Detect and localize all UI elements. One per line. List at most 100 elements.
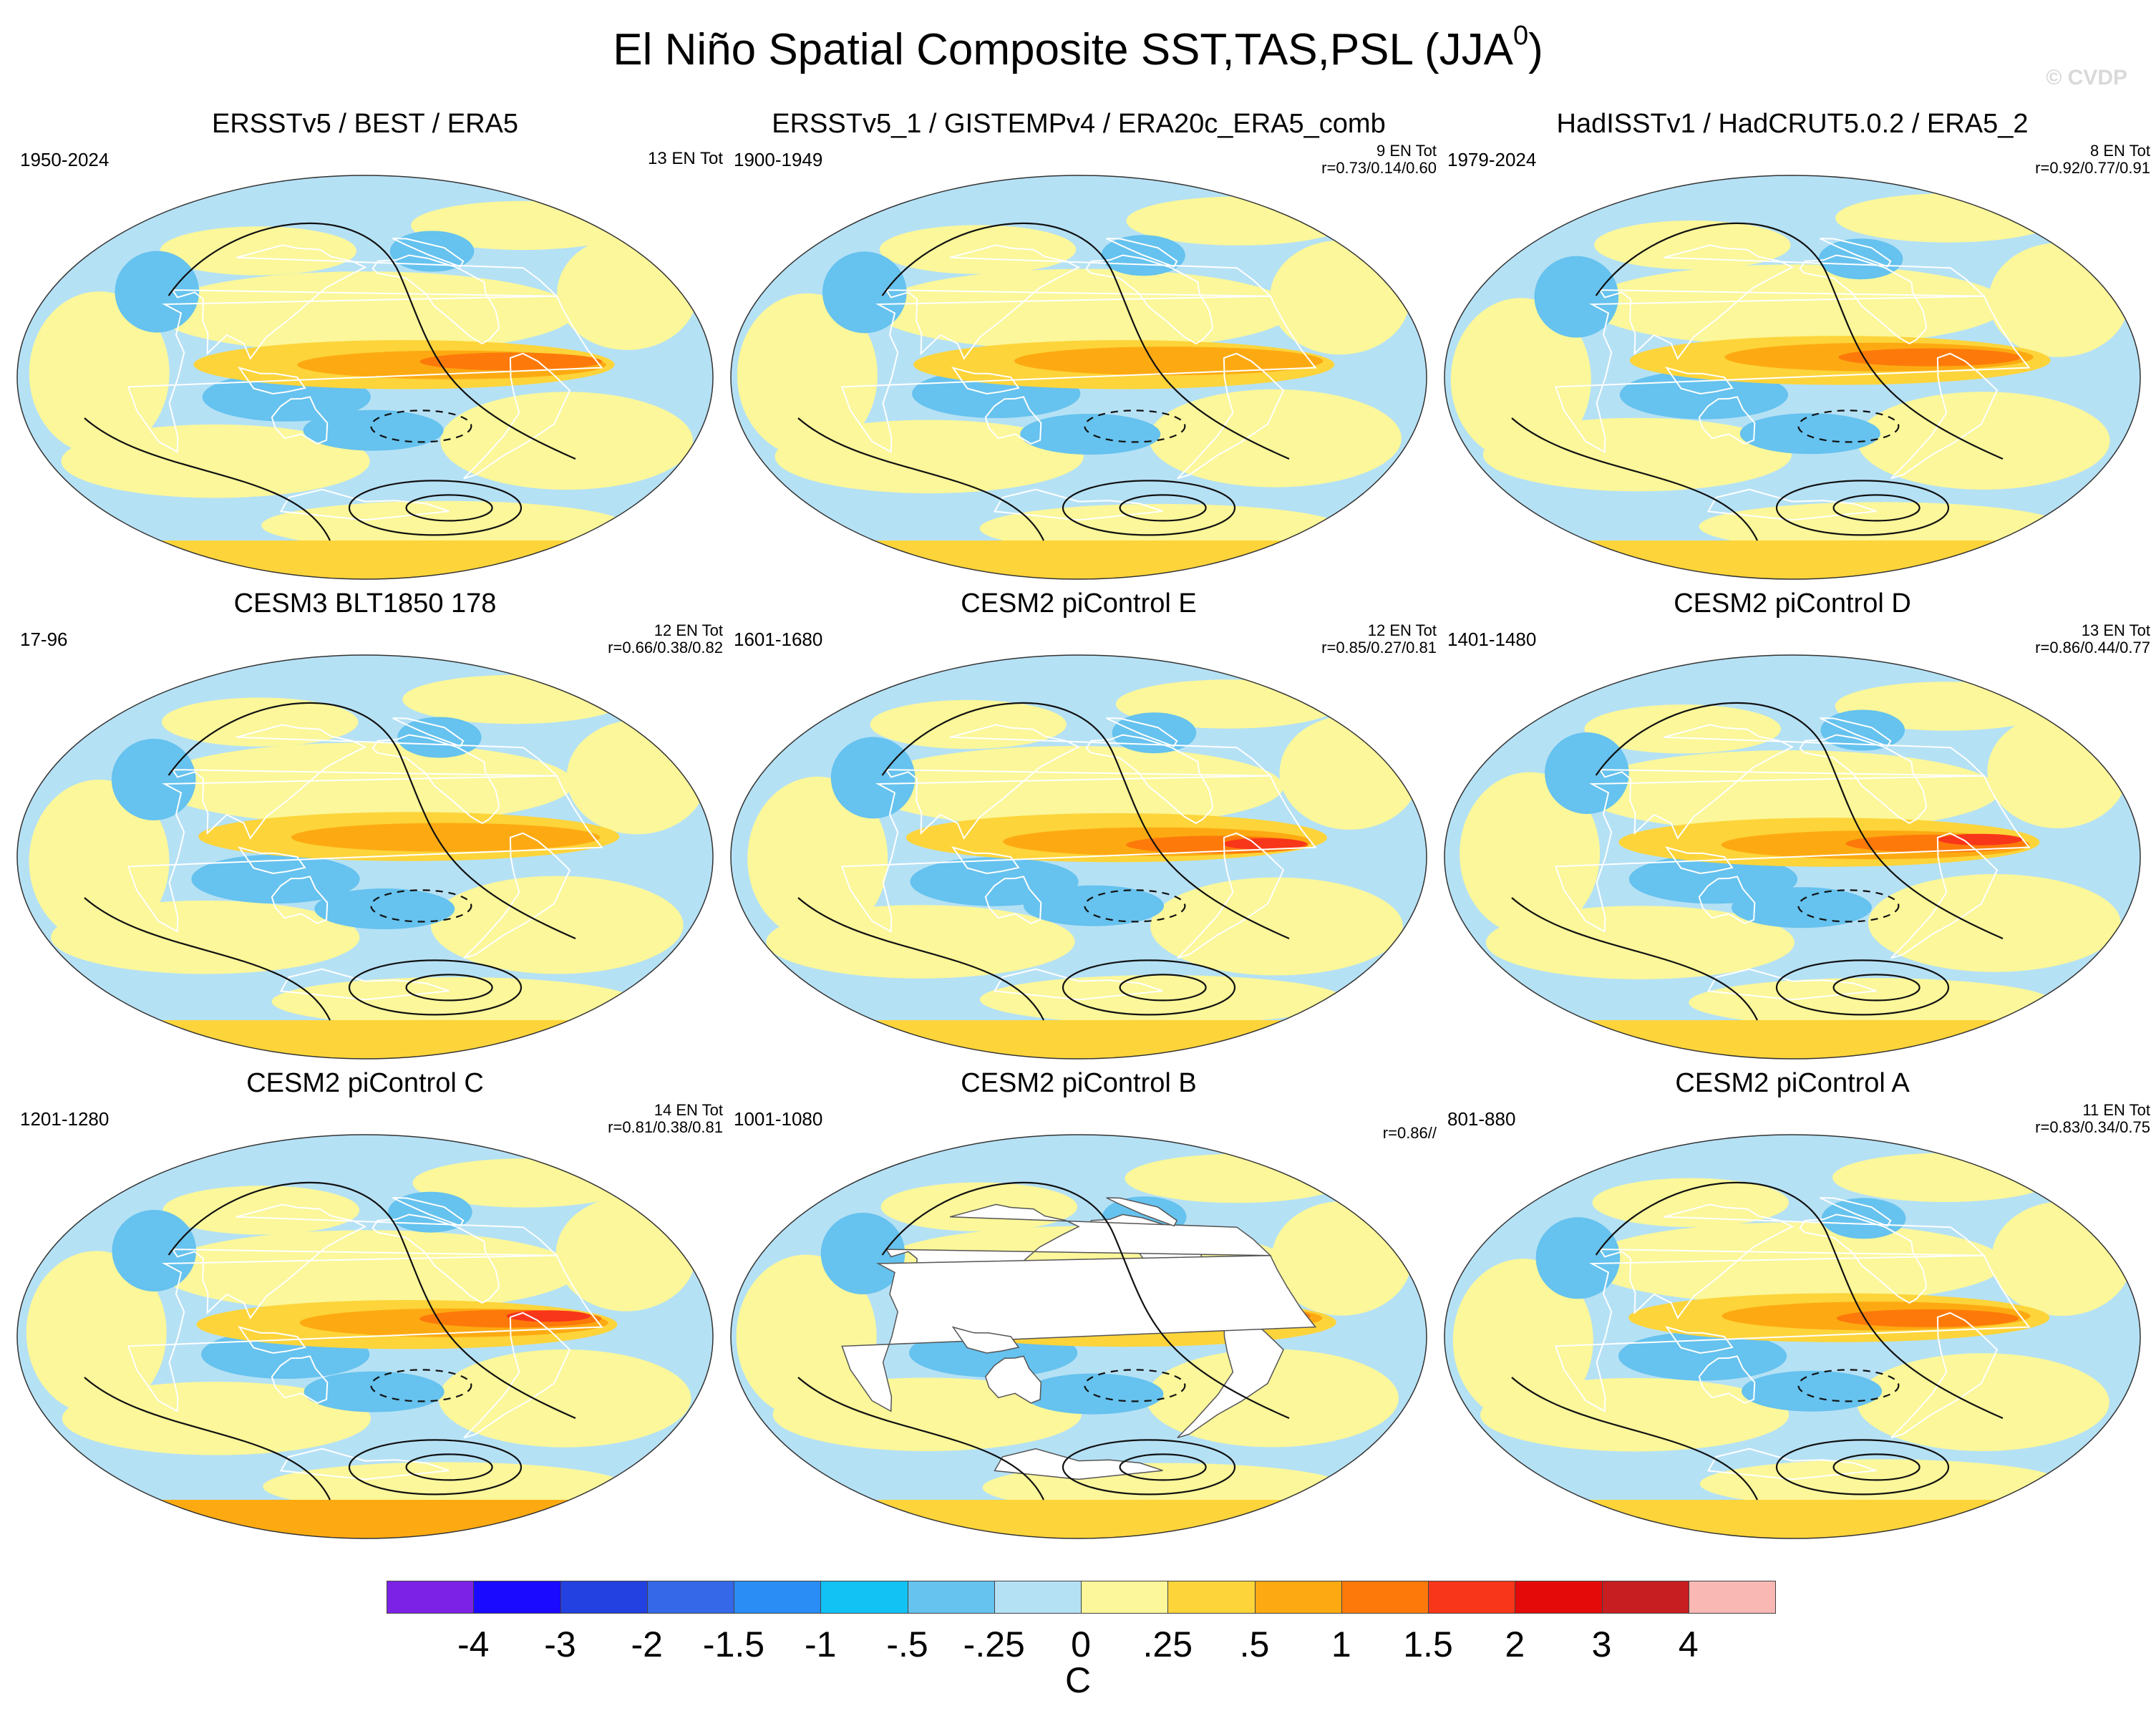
anomaly-patch [1279,715,1420,830]
southern-band [1444,1020,2140,1059]
globe-outline [1444,1134,2141,1539]
panel-en-count: 14 EN Tot [654,1101,723,1119]
continent-antarctica [993,968,1163,1001]
psl-contour-dashed [1797,409,1900,443]
continent-indonesia [237,1326,306,1354]
map-panel: HadISSTv1 / HadCRUT5.0.2 / ERA5_2 1979-20… [1434,107,2150,594]
continent-greenland [1820,1197,1892,1227]
psl-contour-solid [797,1377,1044,1501]
psl-contour-solid [1595,1181,2004,1420]
psl-contour-solid [881,1181,1290,1420]
colorbar-tick-label: 4 [1678,1624,1699,1664]
anomaly-patch [1535,1217,1621,1299]
psl-contour-dashed [1797,889,1900,923]
globe-outline [730,1134,1427,1539]
psl-contour-solid [84,417,331,541]
continent-southAmerica [1890,1312,1999,1439]
colorbar-tick-label: -1.5 [702,1624,765,1664]
panel-map [1444,654,2141,1060]
panel-en-count: 12 EN Tot [1367,621,1437,639]
continent-australia [271,1355,329,1405]
map-panel: CESM2 piControl E 1601-1680 12 EN Tot r=0.8… [721,587,1437,1074]
anomaly-patch [263,1462,628,1511]
continent-northAmerica [1799,254,1928,345]
anomaly-patch [1838,348,2021,367]
colorbar-swatch [646,1581,734,1614]
anomaly-patch [61,424,370,498]
anomaly-patch [1584,704,1781,754]
panel-map [730,654,1427,1060]
colorbar-swatch [1081,1581,1169,1614]
colorbar-swatch [1601,1581,1689,1614]
anomaly-patch [873,268,1295,351]
anomaly-patch [438,1349,691,1448]
psl-contour-solid [167,1181,576,1420]
psl-contour-solid [1119,1453,1207,1481]
anomaly-patch [1818,238,1903,280]
colorbar-tick-label: 1.5 [1403,1624,1453,1664]
psl-contour-solid [1119,974,1207,1002]
colorbar-units: C [1064,1660,1092,1700]
globe-outline [16,1134,714,1539]
panel-title: CESM2 piControl E [961,588,1197,619]
continent-antarctica [993,488,1163,521]
psl-contour-solid [881,222,1290,460]
panel-period: 1601-1680 [734,629,823,650]
continent-southAmerica [463,1312,571,1439]
continent-australia [984,396,1042,445]
panel-map [16,1134,714,1539]
continent-greenland [1106,717,1178,747]
continent-northAmerica [372,254,500,345]
panel-title: CESM2 piControl B [961,1068,1197,1098]
psl-contour-solid [348,480,523,536]
psl-contour-dashed [370,409,472,443]
southern-band [1444,541,2140,579]
colorbar-swatch [560,1581,648,1614]
psl-contour-solid [84,897,331,1021]
psl-contour-solid [1062,480,1236,536]
panel-correlation: r=0.66/0.38/0.82 [608,639,723,656]
continent-africa [841,1254,1317,1412]
continent-africa [840,775,1317,933]
continent-southAmerica [463,832,571,959]
globe-outline [16,175,714,580]
panel-map [730,175,1427,580]
panel-map [16,654,714,1060]
continent-australia [984,876,1042,925]
southern-band [17,1020,713,1059]
panel-period: 1979-2024 [1447,149,1537,170]
panel-period: 801-880 [1447,1108,1516,1130]
anomaly-patch [111,738,196,820]
anomaly-patch [1836,1309,2019,1327]
anomaly-patch [152,742,574,825]
colorbar-tick-label: -4 [457,1624,490,1664]
anomaly-patch [1739,413,1880,455]
psl-contour-solid [167,222,576,460]
continent-northAmerica [1799,734,1928,825]
psl-contour-dashed [1084,409,1186,443]
psl-contour-dashed [370,889,472,923]
continent-antarctica [279,1448,450,1480]
panel-period: 1401-1480 [1447,629,1537,650]
anomaly-patch [62,1382,371,1455]
panel-en-count: 8 EN Tot [2090,142,2150,160]
continent-africa [1554,775,2031,933]
psl-contour-solid [881,702,1290,940]
anomaly-patch [1857,1353,2109,1451]
continent-africa [127,775,603,933]
figure-title-superscript: 0 [1512,21,1529,51]
colorbar-swatch [473,1581,561,1614]
continent-greenland [1106,1197,1178,1227]
colorbar-swatch [387,1581,475,1614]
psl-contour-dashed [370,1369,472,1402]
panel-en-count: 11 EN Tot [2082,1101,2150,1119]
psl-contour-solid [348,1439,523,1496]
continent-africa [127,1254,603,1412]
panel-title: CESM3 BLT1850 178 [233,588,497,619]
colorbar-tick-label: -.25 [963,1624,1025,1664]
panel-period: 1900-1949 [734,149,823,170]
anomaly-patch [747,776,888,940]
anomaly-patch [26,1251,167,1415]
anomaly-patch [1023,1373,1164,1415]
